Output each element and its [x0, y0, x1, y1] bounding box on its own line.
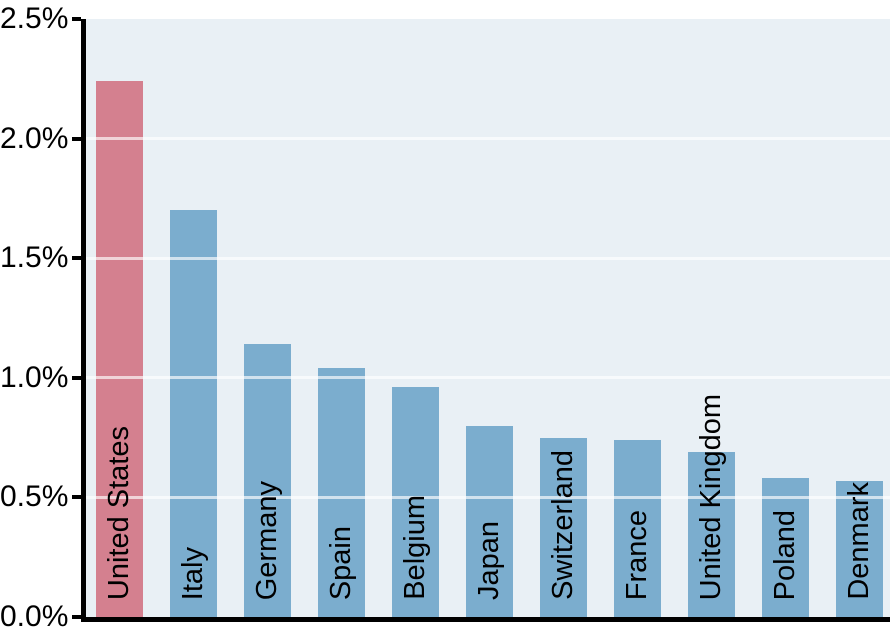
- y-tick-2-0-: [72, 136, 81, 141]
- bar-label-united-kingdom: United Kingdom: [694, 393, 727, 600]
- bar-united-states: [96, 81, 143, 617]
- gridline-1: [86, 376, 890, 380]
- y-tick-1-5-: [72, 256, 81, 261]
- bar-label-spain: Spain: [324, 525, 357, 600]
- bar-label-japan: Japan: [472, 520, 505, 600]
- bar-germany: [244, 344, 291, 617]
- y-tick-label-0-0-: 0.0%: [0, 600, 69, 628]
- bar-label-denmark: Denmark: [842, 482, 875, 600]
- y-tick-0-0-: [72, 615, 81, 619]
- bar-spain: [318, 368, 365, 617]
- y-tick-2-5-: [72, 17, 81, 21]
- bar-poland: [762, 478, 809, 617]
- bar-label-italy: Italy: [176, 546, 209, 600]
- bar-label-germany: Germany: [250, 480, 283, 600]
- y-tick-0-5-: [72, 495, 81, 500]
- bar-belgium: [392, 387, 439, 617]
- y-tick-label-0-5-: 0.5%: [0, 480, 69, 514]
- bar-label-switzerland: Switzerland: [546, 450, 579, 600]
- bar-label-poland: Poland: [768, 509, 801, 600]
- bar-switzerland: [540, 437, 587, 617]
- gridline-1-5: [86, 256, 890, 260]
- gridline-2: [86, 137, 890, 141]
- bar-denmark: [836, 480, 883, 617]
- x-axis-line: [81, 617, 890, 622]
- y-axis-line: [81, 19, 86, 622]
- y-tick-label-2-5-: 2.5%: [0, 2, 69, 35]
- bar-label-united-states: United States: [102, 425, 135, 600]
- bar-france: [614, 439, 661, 617]
- bar-label-france: France: [620, 509, 653, 600]
- bar-japan: [466, 425, 513, 617]
- y-tick-label-1-5-: 1.5%: [0, 241, 69, 275]
- y-tick-label-1-0-: 1.0%: [0, 360, 69, 394]
- y-tick-label-2-0-: 2.0%: [0, 121, 69, 155]
- gridline-0-5: [86, 495, 890, 499]
- bar-italy: [170, 210, 217, 617]
- y-tick-1-0-: [72, 375, 81, 380]
- bar-label-belgium: Belgium: [398, 495, 431, 600]
- bar-united-kingdom: [688, 451, 735, 617]
